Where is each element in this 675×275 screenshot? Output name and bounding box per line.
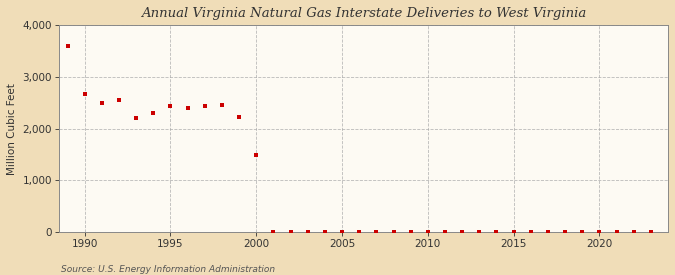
Point xyxy=(388,230,399,235)
Point xyxy=(611,230,622,235)
Point xyxy=(251,153,262,158)
Point xyxy=(148,111,159,115)
Y-axis label: Million Cubic Feet: Million Cubic Feet xyxy=(7,82,17,175)
Point xyxy=(577,230,588,235)
Point xyxy=(131,116,142,120)
Point xyxy=(319,230,330,235)
Point xyxy=(165,104,176,108)
Point xyxy=(302,230,313,235)
Point xyxy=(628,230,639,235)
Point xyxy=(457,230,468,235)
Point xyxy=(594,230,605,235)
Point xyxy=(285,230,296,235)
Title: Annual Virginia Natural Gas Interstate Deliveries to West Virginia: Annual Virginia Natural Gas Interstate D… xyxy=(141,7,586,20)
Point xyxy=(79,92,90,97)
Point xyxy=(645,230,656,235)
Point xyxy=(199,104,210,108)
Point xyxy=(354,230,364,235)
Point xyxy=(62,44,73,49)
Point xyxy=(560,230,570,235)
Point xyxy=(525,230,536,235)
Point xyxy=(474,230,485,235)
Point xyxy=(268,230,279,235)
Point xyxy=(182,106,193,111)
Point xyxy=(508,230,519,235)
Point xyxy=(543,230,554,235)
Point xyxy=(234,114,244,119)
Text: Source: U.S. Energy Information Administration: Source: U.S. Energy Information Administ… xyxy=(61,265,275,274)
Point xyxy=(217,103,227,107)
Point xyxy=(371,230,382,235)
Point xyxy=(113,97,124,102)
Point xyxy=(405,230,416,235)
Point xyxy=(337,230,348,235)
Point xyxy=(491,230,502,235)
Point xyxy=(439,230,450,235)
Point xyxy=(423,230,433,235)
Point xyxy=(97,101,107,106)
